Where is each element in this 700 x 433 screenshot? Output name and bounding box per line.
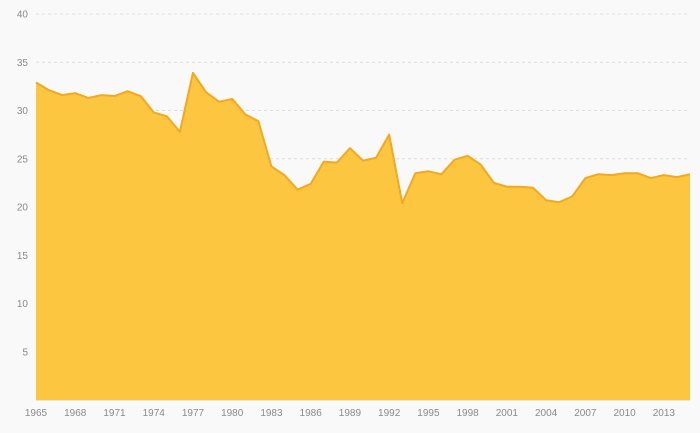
x-axis-label: 2010 bbox=[613, 408, 636, 419]
y-axis-label: 30 bbox=[17, 106, 29, 117]
x-axis-label: 1995 bbox=[417, 408, 440, 419]
x-axis-label: 1974 bbox=[143, 408, 166, 419]
x-axis-label: 1977 bbox=[182, 408, 205, 419]
y-axis-label: 35 bbox=[17, 58, 29, 69]
x-axis-label: 2004 bbox=[535, 408, 558, 419]
x-axis-label: 2007 bbox=[574, 408, 597, 419]
y-axis-label: 40 bbox=[17, 10, 29, 21]
x-axis-label: 1971 bbox=[103, 408, 126, 419]
y-axis-label: 25 bbox=[17, 154, 29, 165]
y-axis-label: 10 bbox=[17, 299, 29, 310]
x-axis-label: 1983 bbox=[260, 408, 283, 419]
x-axis-label: 1998 bbox=[457, 408, 480, 419]
x-axis-label: 2013 bbox=[653, 408, 676, 419]
x-axis-label: 1986 bbox=[300, 408, 323, 419]
area-series-line bbox=[35, 71, 691, 205]
x-axis-label: 2001 bbox=[496, 408, 519, 419]
area-series-fill bbox=[36, 72, 690, 401]
y-axis-label: 20 bbox=[17, 203, 29, 214]
y-axis-label: 5 bbox=[22, 347, 28, 358]
x-axis-label: 1992 bbox=[378, 408, 401, 419]
x-axis-label: 1965 bbox=[25, 408, 48, 419]
x-axis-label: 1989 bbox=[339, 408, 362, 419]
y-axis-label: 15 bbox=[17, 251, 29, 262]
x-axis-label: 1968 bbox=[64, 408, 87, 419]
x-axis-label: 1980 bbox=[221, 408, 244, 419]
